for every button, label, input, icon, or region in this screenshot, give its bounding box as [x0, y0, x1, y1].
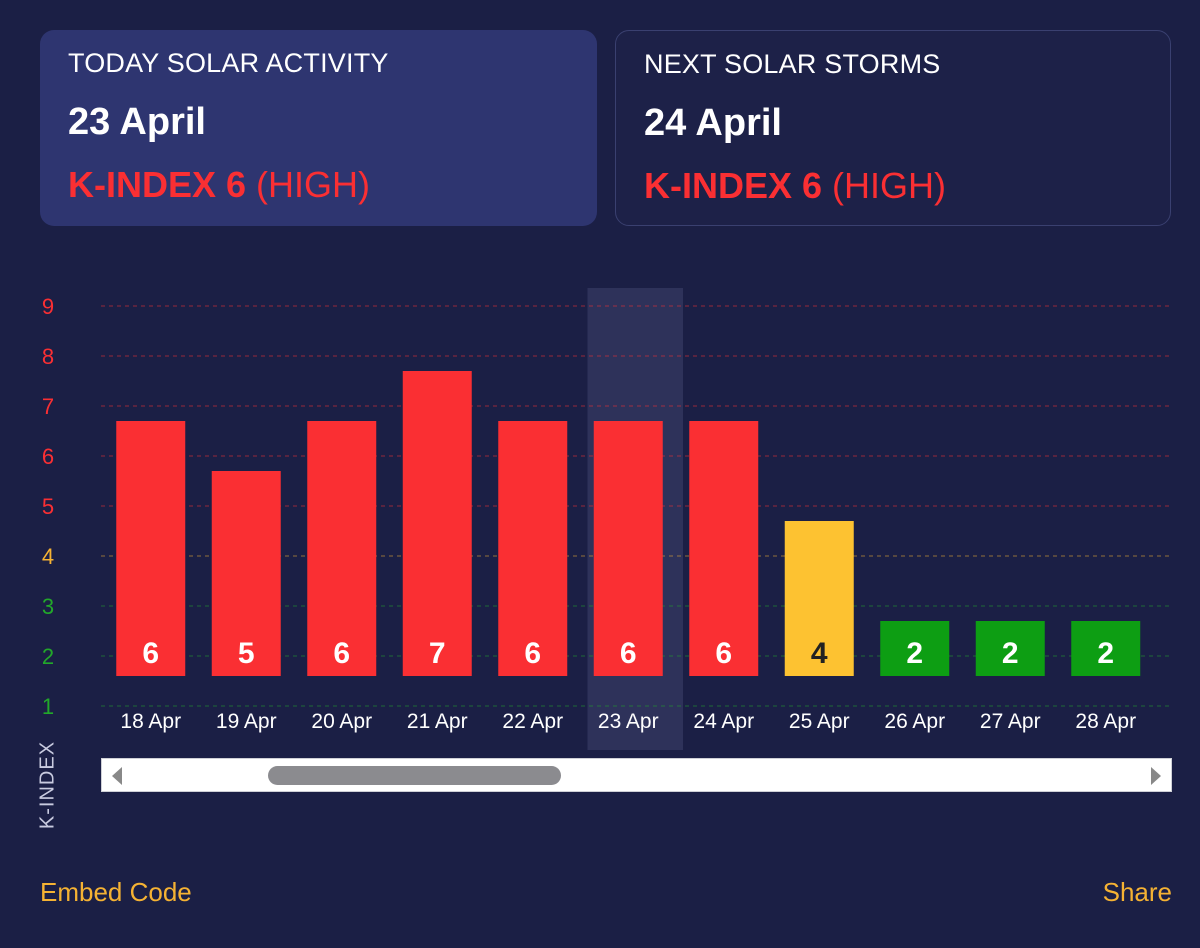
x-tick-label: 27 Apr	[980, 710, 1041, 733]
x-tick-label: 20 Apr	[311, 710, 372, 733]
bar	[689, 421, 759, 676]
bar	[211, 471, 281, 676]
scroll-right-arrow-icon[interactable]	[1151, 767, 1161, 785]
bar-value-label: 6	[715, 637, 732, 670]
x-tick-label: 26 Apr	[884, 710, 945, 733]
bar	[498, 421, 568, 676]
x-tick-label: 19 Apr	[216, 710, 277, 733]
embed-code-link[interactable]: Embed Code	[40, 877, 192, 907]
y-tick-label: 5	[42, 494, 54, 519]
bar	[307, 421, 377, 676]
x-tick-label: 18 Apr	[120, 710, 181, 733]
x-tick-label: 23 Apr	[598, 710, 659, 733]
next-storm-date: 24 April	[644, 102, 782, 144]
x-tick-label: 21 Apr	[407, 710, 468, 733]
bar-value-label: 2	[906, 637, 923, 670]
bar-value-label: 4	[811, 637, 828, 670]
x-tick-label: 28 Apr	[1075, 710, 1136, 733]
bar-value-label: 2	[1002, 637, 1019, 670]
bar-value-label: 6	[142, 637, 159, 670]
bar-value-label: 6	[524, 637, 541, 670]
scroll-left-arrow-icon[interactable]	[112, 767, 122, 785]
y-tick-label: 7	[42, 394, 54, 419]
x-tick-label: 25 Apr	[789, 710, 850, 733]
today-kindex-level: (HIGH)	[256, 164, 371, 205]
bar-value-label: 5	[238, 637, 255, 670]
next-kindex-value: K-INDEX 6	[644, 165, 823, 206]
y-tick-label: 1	[42, 694, 54, 719]
bar	[402, 371, 472, 676]
bar-value-label: 2	[1097, 637, 1114, 670]
next-storms-card: NEXT SOLAR STORMS 24 April K-INDEX 6 (HI…	[615, 30, 1171, 226]
today-activity-card: TODAY SOLAR ACTIVITY 23 April K-INDEX 6 …	[40, 30, 597, 226]
x-tick-label: 24 Apr	[693, 710, 754, 733]
next-kindex-level: (HIGH)	[832, 165, 947, 206]
y-tick-label: 8	[42, 344, 54, 369]
y-tick-label: 4	[42, 544, 54, 569]
y-tick-label: 9	[42, 294, 54, 319]
share-link[interactable]: Share	[1102, 877, 1172, 907]
today-activity-label: TODAY SOLAR ACTIVITY	[68, 48, 389, 78]
y-axis-title: K-INDEX	[36, 740, 59, 830]
bar	[784, 521, 854, 676]
y-tick-label: 6	[42, 444, 54, 469]
bar-value-label: 7	[429, 637, 446, 670]
bar	[880, 621, 950, 676]
bar	[593, 421, 663, 676]
today-kindex: K-INDEX 6 (HIGH)	[68, 164, 569, 206]
next-kindex: K-INDEX 6 (HIGH)	[644, 165, 1142, 207]
bar	[1071, 621, 1141, 676]
scroll-thumb[interactable]	[268, 766, 561, 785]
chart-scrollbar[interactable]	[101, 758, 1172, 792]
next-storms-label: NEXT SOLAR STORMS	[644, 49, 941, 79]
y-tick-label: 2	[42, 644, 54, 669]
bar	[116, 421, 186, 676]
x-tick-label: 22 Apr	[502, 710, 563, 733]
today-date: 23 April	[68, 101, 206, 143]
bar	[975, 621, 1045, 676]
bar-value-label: 6	[620, 637, 637, 670]
bar-value-label: 6	[333, 637, 350, 670]
today-kindex-value: K-INDEX 6	[68, 164, 247, 205]
y-tick-label: 3	[42, 594, 54, 619]
